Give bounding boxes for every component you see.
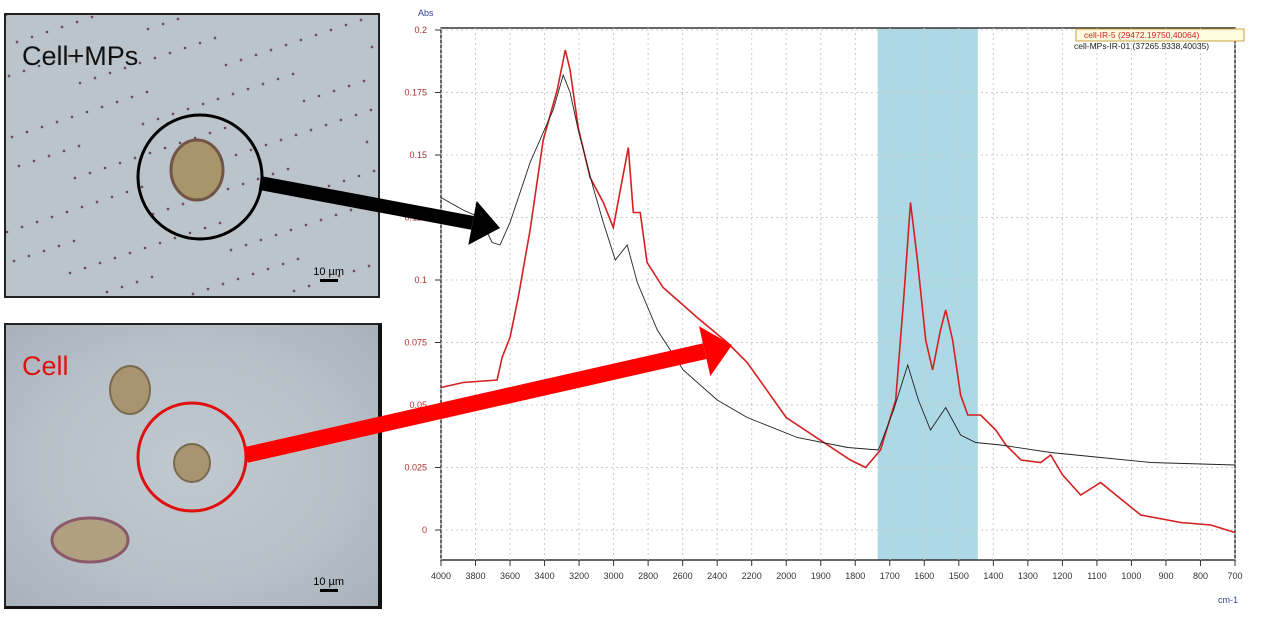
x-tick-label: 3800 <box>466 571 486 581</box>
legend-entry: cell-IR-5 (29472.19750,40064) <box>1084 30 1199 40</box>
arrow-cell-head <box>699 326 732 377</box>
x-tick-label: 800 <box>1193 571 1208 581</box>
x-tick-label: 1300 <box>1018 571 1038 581</box>
y-tick-label: 0.05 <box>409 400 427 410</box>
x-tick-label: 3600 <box>500 571 520 581</box>
cell <box>50 516 130 564</box>
legend-entry: cell-MPs-IR-01 (37265.9338,40035) <box>1074 41 1209 51</box>
x-tick-label: 2000 <box>776 571 796 581</box>
panel-label: Cell <box>22 351 69 381</box>
x-tick-label: 1400 <box>983 571 1003 581</box>
scale-bar-label: 10 µm <box>313 576 344 588</box>
legend-box <box>1075 28 1245 42</box>
x-tick-label: 900 <box>1158 571 1173 581</box>
highlight-band <box>877 28 978 560</box>
series-line-cell <box>440 49 1236 534</box>
x-tick-label: 1000 <box>1121 571 1141 581</box>
x-tick-label: 2600 <box>673 571 693 581</box>
arrow-cell-mps-head <box>468 200 500 245</box>
x-tick-label: 1100 <box>1087 571 1106 581</box>
arrow-cell-mps <box>258 176 474 230</box>
scale-bar: 10 µm <box>313 266 344 282</box>
x-tick-label: 700 <box>1227 571 1242 581</box>
x-tick-label: 1600 <box>914 571 934 581</box>
y-axis-label: Abs <box>418 8 434 18</box>
cell-with-mps <box>169 138 225 202</box>
y-tick-label: 0.075 <box>404 338 427 348</box>
x-tick-label: 3400 <box>535 571 555 581</box>
y-tick-label: 0.1 <box>414 275 427 285</box>
x-tick-label: 2800 <box>638 571 658 581</box>
cell <box>173 443 211 483</box>
arrow-cell <box>244 343 707 463</box>
series-line-cell-mps <box>440 73 1236 466</box>
highlight-circle <box>136 401 248 513</box>
y-tick-label: 0.025 <box>404 463 427 473</box>
x-tick-label: 1500 <box>949 571 969 581</box>
y-tick-label: 0.175 <box>404 88 427 98</box>
x-tick-label: 1200 <box>1052 571 1072 581</box>
x-tick-label: 2400 <box>707 571 727 581</box>
scale-bar-label: 10 µm <box>313 266 344 278</box>
y-tick-label: 0.2 <box>414 25 427 35</box>
x-tick-label: 3200 <box>569 571 589 581</box>
plot-frame <box>440 27 1236 561</box>
cell <box>109 365 151 415</box>
x-tick-label: 1800 <box>845 571 865 581</box>
panel-label: Cell+MPs <box>22 41 139 71</box>
x-tick-label: 3000 <box>604 571 624 581</box>
x-tick-label: 2200 <box>742 571 762 581</box>
y-tick-label: 0 <box>422 525 427 535</box>
x-tick-label: 1700 <box>880 571 900 581</box>
x-tick-label: 4000 <box>431 571 451 581</box>
y-tick-label: 0.15 <box>409 150 427 160</box>
scale-bar: 10 µm <box>313 576 344 592</box>
x-axis-label: cm-1 <box>1218 595 1238 605</box>
x-tick-label: 1900 <box>811 571 831 581</box>
